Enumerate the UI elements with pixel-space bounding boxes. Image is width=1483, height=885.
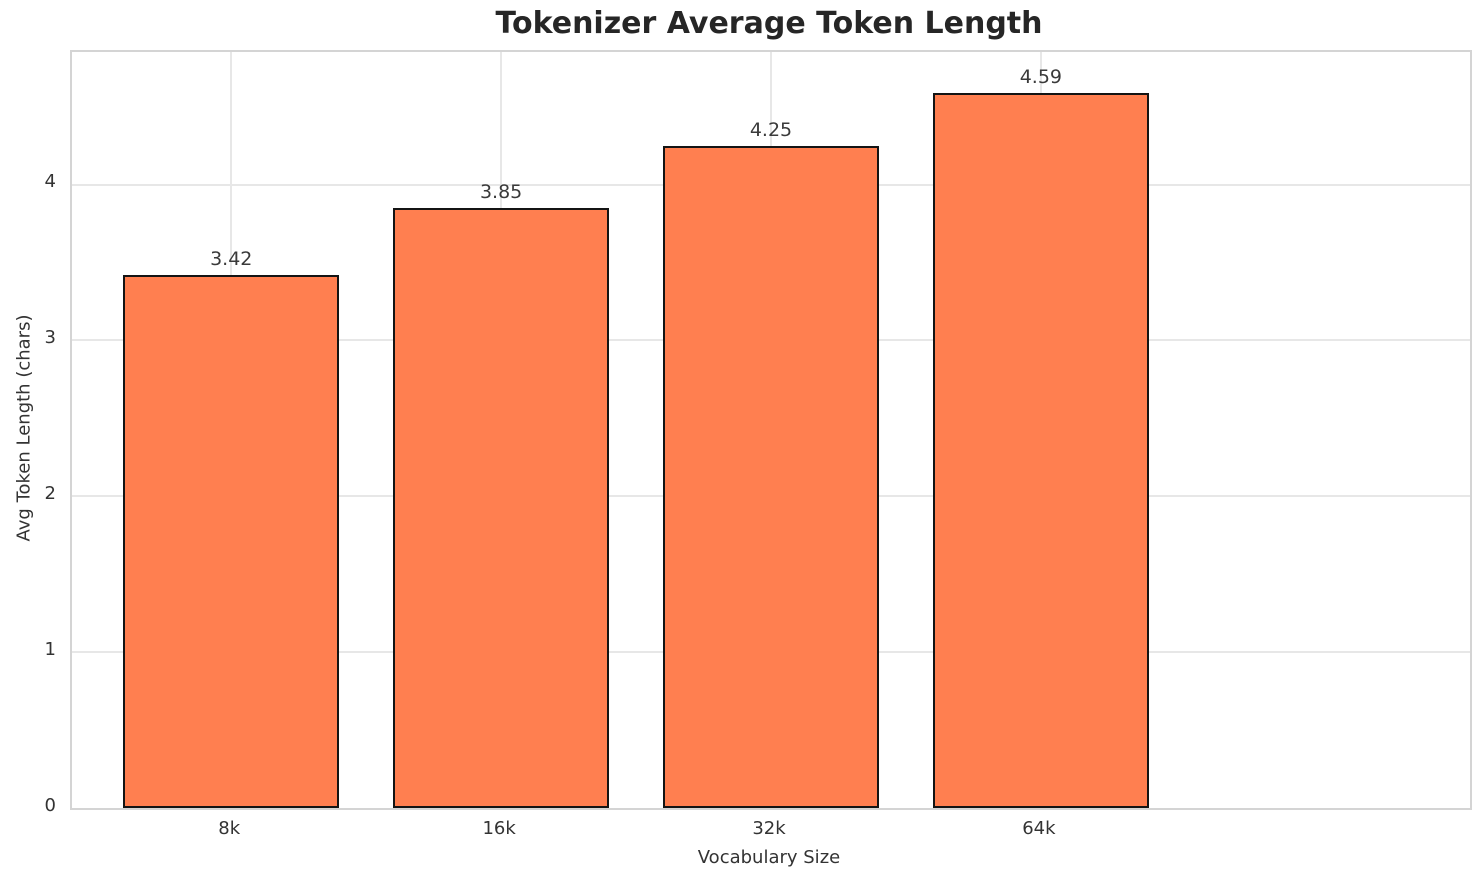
bar-value-label: 3.85 — [479, 180, 523, 203]
x-tick-label: 32k — [752, 818, 786, 839]
x-axis-label: Vocabulary Size — [697, 847, 841, 868]
x-tick-label: 16k — [482, 818, 516, 839]
bar-8k — [123, 274, 340, 808]
y-tick-label: 2 — [44, 483, 56, 505]
x-tick-label: 8k — [218, 818, 241, 839]
y-tick-label: 4 — [44, 171, 56, 193]
bar-value-label: 3.42 — [210, 247, 253, 270]
chart-title: Tokenizer Average Token Length — [495, 6, 1043, 41]
plot-area: 3.42 3.85 4.25 4.59 — [70, 50, 1472, 810]
bar-64k — [932, 92, 1149, 808]
bar-32k — [663, 145, 879, 808]
bar-value-label: 4.25 — [749, 118, 793, 141]
y-tick-label: 3 — [44, 327, 56, 349]
y-tick-label: 1 — [44, 639, 56, 661]
bar-value-label: 4.59 — [1019, 65, 1063, 88]
x-tick-label: 64k — [1022, 818, 1056, 839]
bar-16k — [393, 207, 610, 808]
y-tick-label: 0 — [44, 795, 56, 816]
